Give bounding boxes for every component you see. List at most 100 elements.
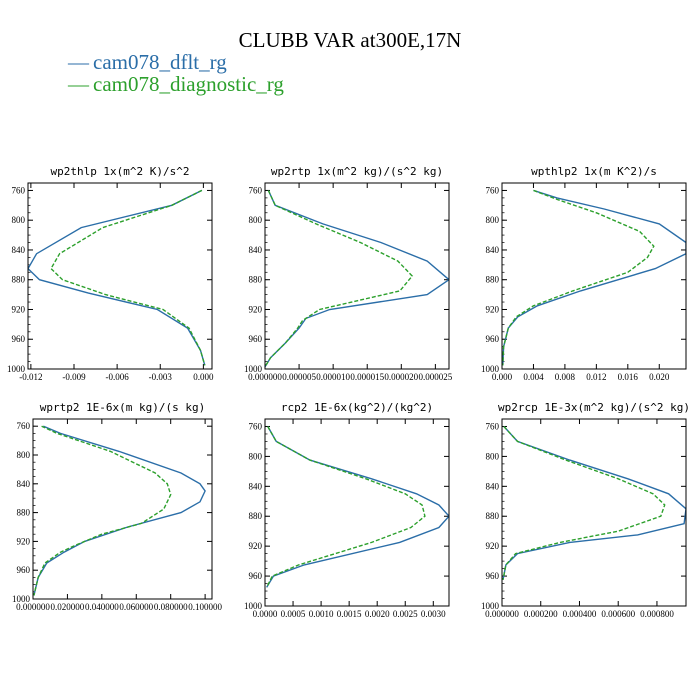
legend-label: cam078_dflt_rg — [93, 50, 227, 74]
y-tick-label: 960 — [486, 571, 500, 581]
y-tick-label: 1000 — [244, 601, 263, 611]
legend-line-icon: — — [68, 72, 89, 96]
legend-entry-diagnostic: — cam078_diagnostic_rg — [68, 72, 284, 97]
y-tick-label: 880 — [17, 508, 31, 518]
chart-panel-3: wpthlp2 1x(m K^2)/s 760 800 840 880 920 960 100… — [481, 165, 687, 382]
plot-frame — [264, 182, 450, 370]
chart-panel-2: wp2rtp 1x(m^2 kg)/(s^2 kg) 760 800 840 880 92… — [244, 165, 453, 382]
panel-title: rcp2 1E-6x(kg^2)/(kg^2) — [281, 401, 433, 414]
series-line-diagnostic — [502, 189, 655, 366]
series-line-diagnostic — [50, 189, 206, 366]
y-tick-label: 880 — [486, 275, 500, 285]
plot-frame — [501, 182, 687, 370]
y-tick-label: 840 — [249, 245, 263, 255]
y-tick-label: 1000 — [481, 364, 500, 374]
x-tick-label: 0.000005 — [282, 372, 316, 382]
x-tick-label: 0.000025 — [418, 372, 452, 382]
x-tick-label: 0.060000 — [119, 602, 153, 612]
figure-title: CLUBB VAR at300E,17N — [238, 28, 462, 52]
y-tick-label: 960 — [17, 565, 31, 575]
panel-title: wp2rtp 1x(m^2 kg)/(s^2 kg) — [271, 165, 443, 178]
y-tick-label: 880 — [249, 275, 263, 285]
x-tick-label: 0.000020 — [384, 372, 418, 382]
y-tick-label: 840 — [486, 245, 500, 255]
x-tick-label: 0.040000 — [85, 602, 119, 612]
x-tick-label: 0.008 — [555, 372, 576, 382]
chart-panel-4: wprtp2 1E-6x(m kg)/(s kg) 760 800 840 880 920… — [12, 401, 222, 612]
x-tick-label: 0.000015 — [350, 372, 384, 382]
chart-panel-5: rcp2 1E-6x(kg^2)/(kg^2) 760 800 840 880 920 96… — [244, 401, 450, 619]
x-tick-label: 0.080000 — [154, 602, 188, 612]
y-tick-label: 800 — [486, 215, 500, 225]
plot-frame — [32, 418, 213, 600]
legend-line-icon: — — [68, 50, 89, 74]
x-tick-label: 0.000000 — [485, 609, 519, 619]
chart-panel-6: wp2rcp 1E-3x(m^2 kg)/(s^2 kg) 760 800 840 88… — [481, 401, 690, 619]
y-tick-label: 880 — [486, 511, 500, 521]
y-tick-label: 840 — [249, 481, 263, 491]
series-line-diagnostic — [33, 425, 172, 596]
x-tick-label: 0.000400 — [563, 609, 597, 619]
y-tick-label: 920 — [12, 304, 26, 314]
series-line-diagnostic — [502, 426, 666, 580]
legend-entry-dflt: — cam078_dflt_rg — [68, 50, 227, 75]
y-tick-label: 800 — [17, 450, 31, 460]
panel-title: wp2rcp 1E-3x(m^2 kg)/(s^2 kg) — [498, 401, 690, 414]
x-tick-label: -0.003 — [149, 372, 173, 382]
x-tick-label: 0.000010 — [316, 372, 350, 382]
x-tick-label: 0.016 — [618, 372, 639, 382]
plot-frame — [501, 418, 687, 607]
x-tick-label: 0.020 — [649, 372, 670, 382]
y-tick-label: 1000 — [7, 364, 26, 374]
x-tick-label: 0.0010 — [309, 609, 334, 619]
y-tick-label: 960 — [249, 334, 263, 344]
x-tick-label: 0.012 — [586, 372, 606, 382]
y-tick-label: 760 — [17, 421, 31, 431]
y-tick-label: 1000 — [481, 601, 500, 611]
y-tick-label: 760 — [249, 185, 263, 195]
x-tick-label: 0.0030 — [421, 609, 446, 619]
y-tick-label: 960 — [486, 334, 500, 344]
legend-label: cam078_diagnostic_rg — [93, 72, 284, 96]
x-tick-label: 0.0020 — [365, 609, 390, 619]
panel-title: wp2thlp 1x(m^2 K)/s^2 — [50, 165, 189, 178]
y-tick-label: 960 — [249, 571, 263, 581]
x-tick-label: 0.0005 — [281, 609, 306, 619]
y-tick-label: 880 — [12, 275, 26, 285]
plot-frame — [264, 418, 450, 607]
series-line-dflt — [33, 425, 206, 596]
x-tick-label: 0.000800 — [640, 609, 674, 619]
series-line-dflt — [502, 426, 686, 580]
x-tick-label: 0.000000 — [16, 602, 50, 612]
series-line-dflt — [28, 189, 206, 366]
y-tick-label: 920 — [249, 541, 263, 551]
y-tick-label: 760 — [486, 421, 500, 431]
x-tick-label: 0.020000 — [51, 602, 85, 612]
x-tick-label: 0.000000 — [248, 372, 282, 382]
x-tick-label: 0.000200 — [524, 609, 558, 619]
x-tick-label: 0.004 — [523, 372, 544, 382]
y-tick-label: 840 — [486, 481, 500, 491]
chart-panel-1: wp2thlp 1x(m^2 K)/s^2 760 800 840 880 920 960 1… — [7, 165, 214, 382]
x-tick-label: 0.100000 — [188, 602, 222, 612]
y-tick-label: 760 — [249, 421, 263, 431]
x-tick-label: -0.006 — [106, 372, 130, 382]
y-tick-label: 960 — [12, 334, 26, 344]
x-tick-label: 0.000600 — [601, 609, 635, 619]
x-tick-label: 0.000 — [193, 372, 214, 382]
y-tick-label: 800 — [249, 451, 263, 461]
y-tick-label: 840 — [17, 479, 31, 489]
y-tick-label: 840 — [12, 245, 26, 255]
y-tick-label: 1000 — [12, 594, 31, 604]
y-tick-label: 920 — [486, 541, 500, 551]
x-tick-label: -0.012 — [19, 372, 42, 382]
series-line-diagnostic — [266, 426, 426, 588]
y-tick-label: 800 — [249, 215, 263, 225]
y-tick-label: 760 — [486, 185, 500, 195]
y-tick-label: 760 — [12, 185, 26, 195]
x-tick-label: 0.0015 — [337, 609, 362, 619]
x-tick-label: 0.0025 — [393, 609, 418, 619]
series-line-dflt — [265, 190, 449, 368]
panel-title: wpthlp2 1x(m K^2)/s — [531, 165, 657, 178]
